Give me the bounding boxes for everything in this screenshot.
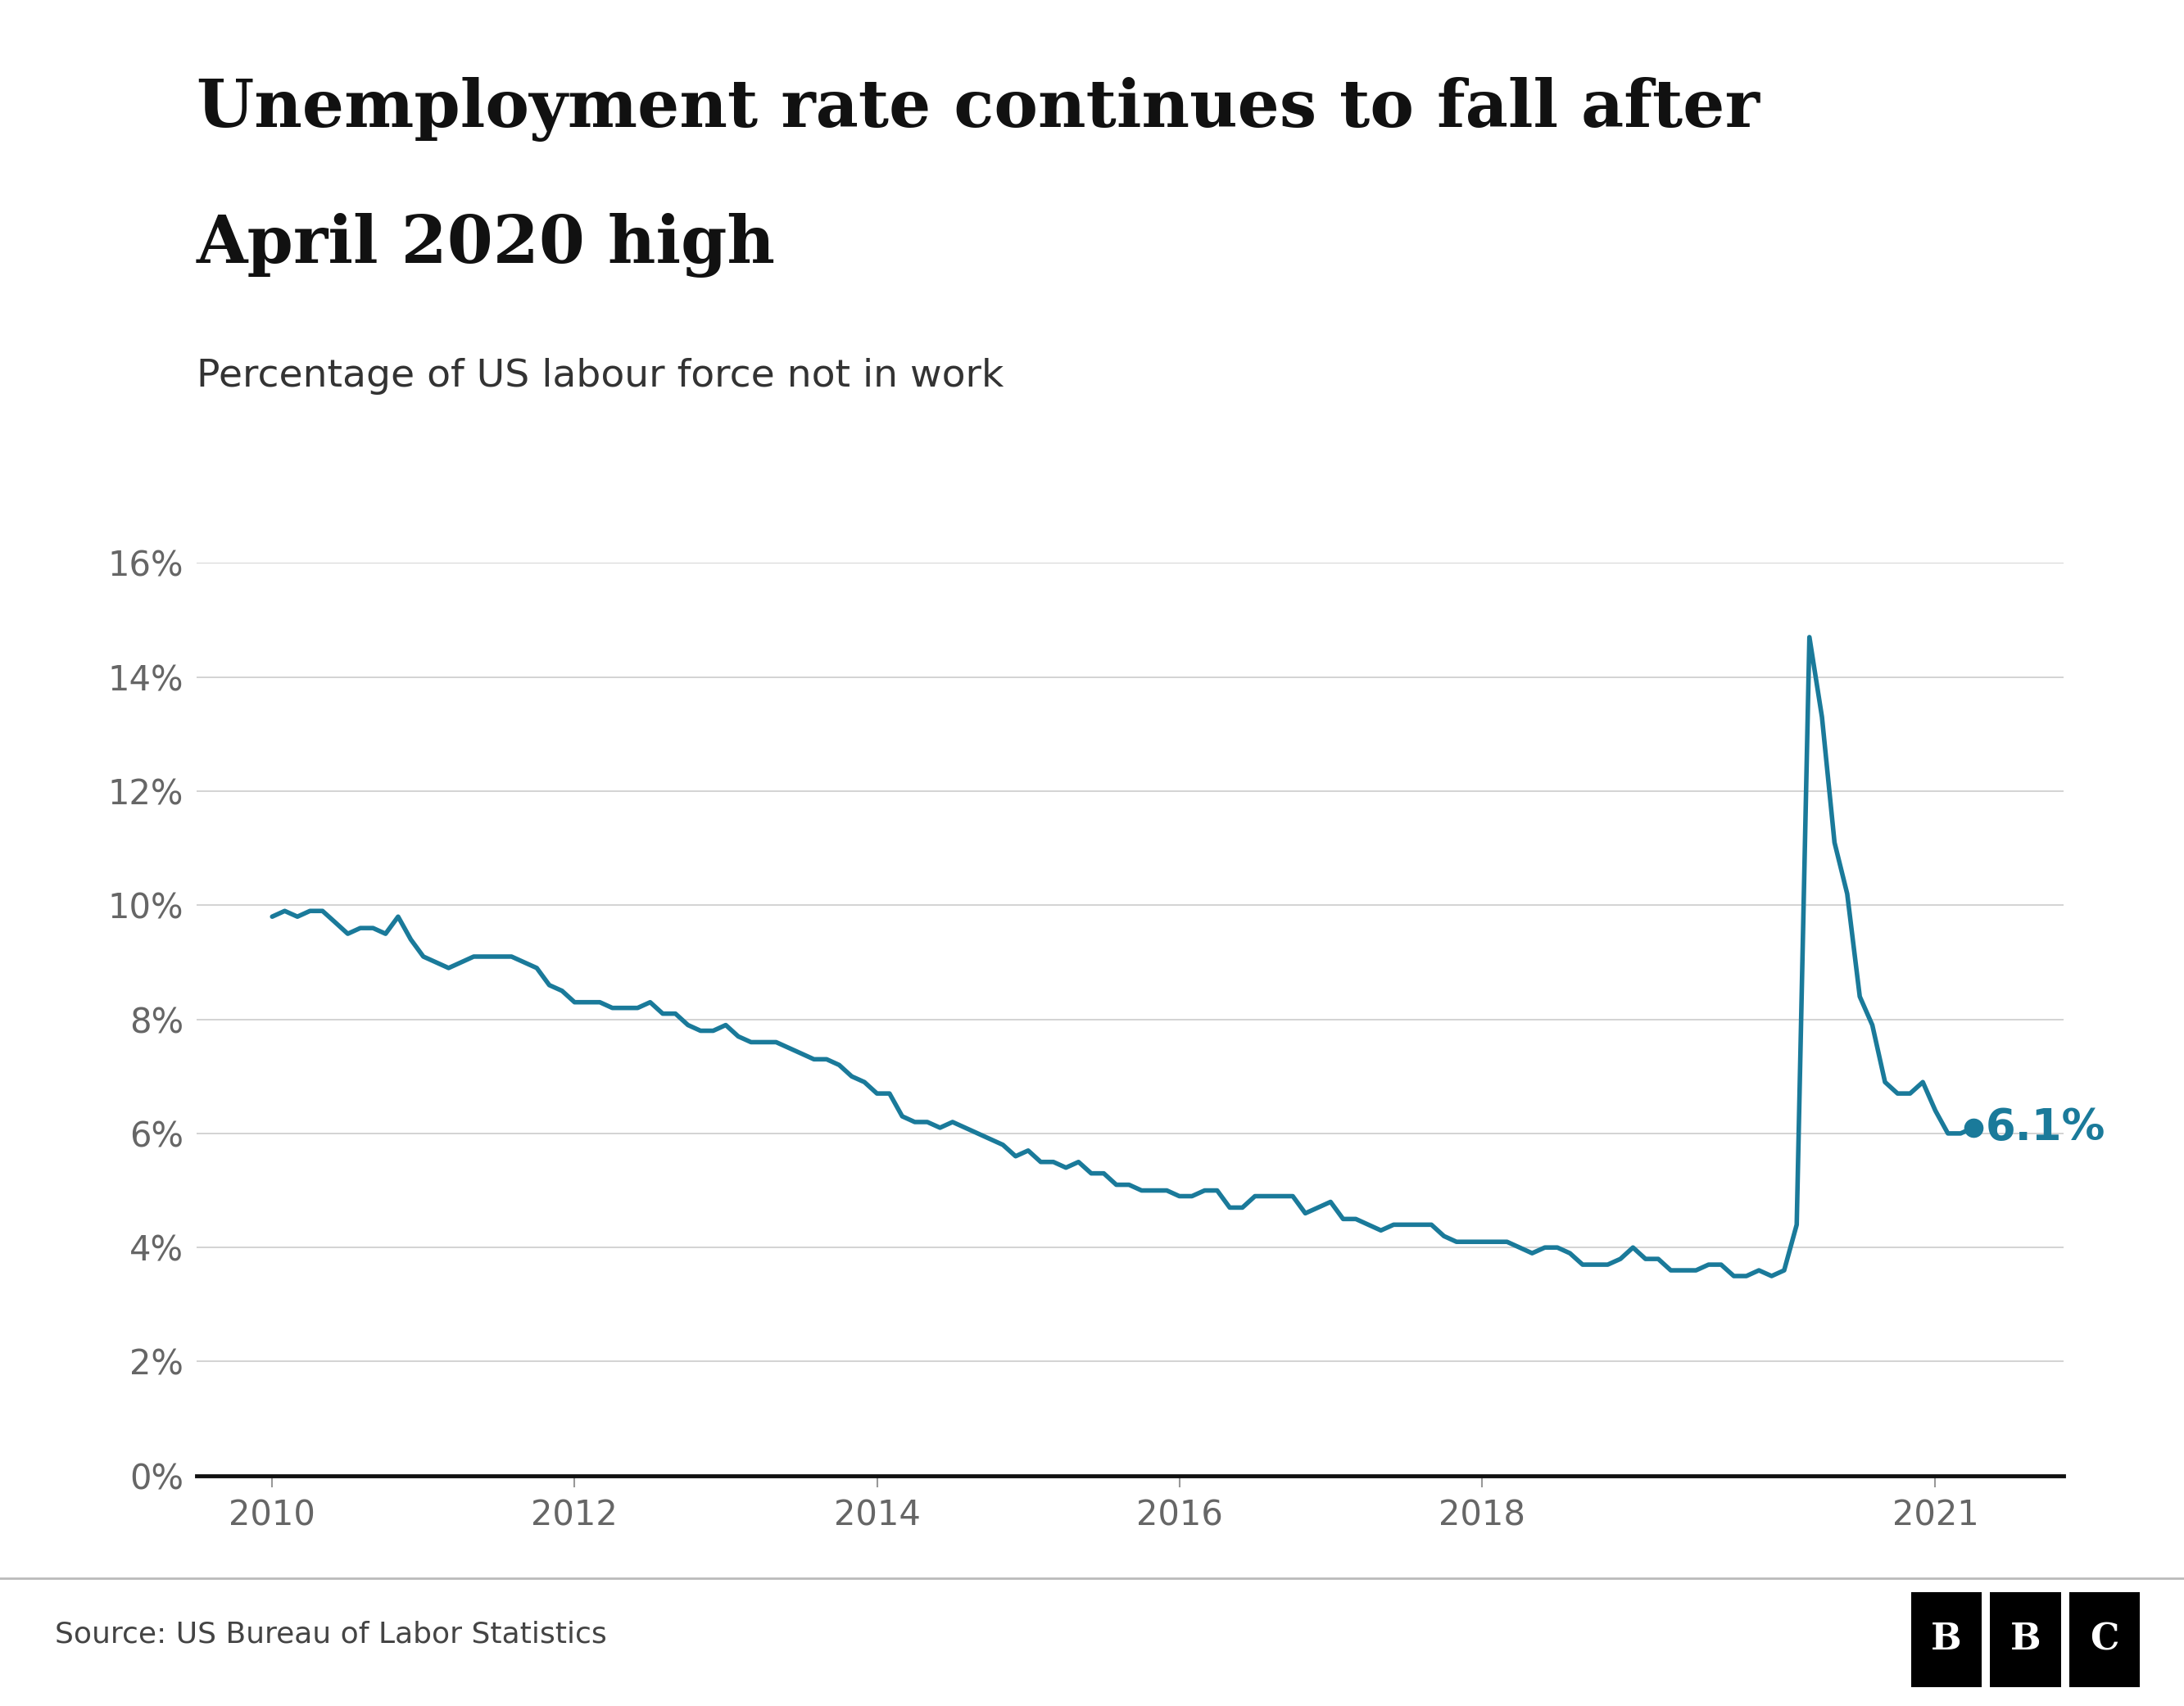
Text: 6.1%: 6.1% (1985, 1107, 2105, 1150)
Text: B: B (1931, 1622, 1961, 1657)
Text: Source: US Bureau of Labor Statistics: Source: US Bureau of Labor Statistics (55, 1621, 607, 1648)
Text: April 2020 high: April 2020 high (197, 213, 775, 278)
FancyBboxPatch shape (2068, 1592, 2140, 1687)
Text: Unemployment rate continues to fall after: Unemployment rate continues to fall afte… (197, 77, 1760, 142)
Text: B: B (2009, 1622, 2040, 1657)
FancyBboxPatch shape (1911, 1592, 1981, 1687)
FancyBboxPatch shape (1990, 1592, 2062, 1687)
Text: Percentage of US labour force not in work: Percentage of US labour force not in wor… (197, 358, 1005, 396)
Text: C: C (2090, 1622, 2118, 1657)
